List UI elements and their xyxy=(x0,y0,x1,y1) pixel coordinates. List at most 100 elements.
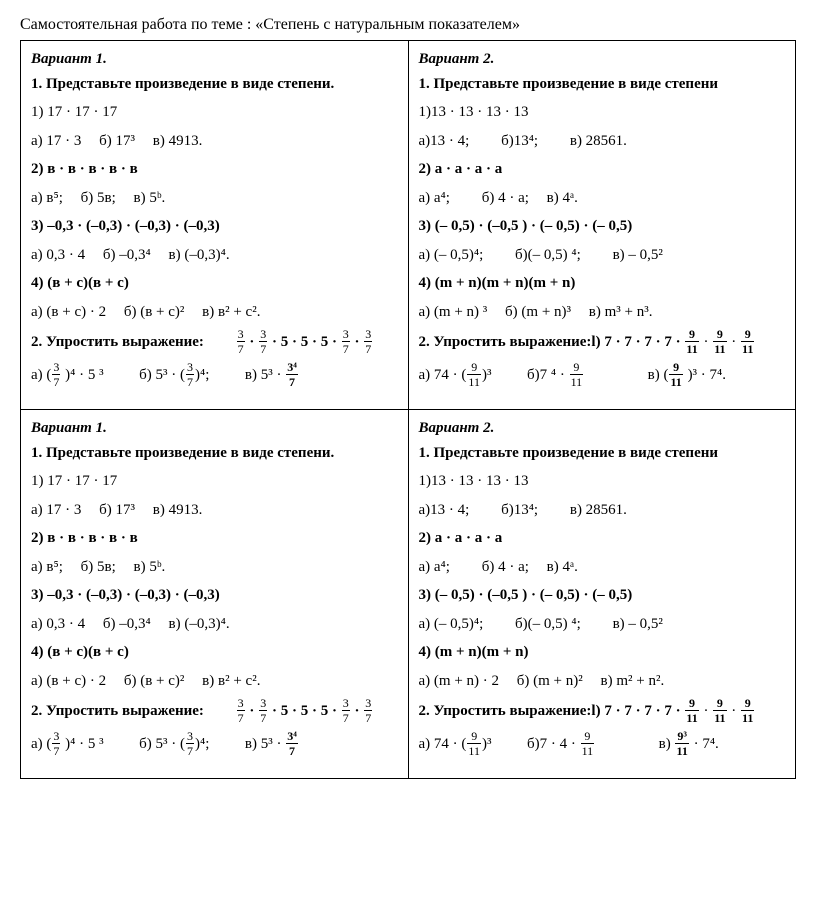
fraction-icon: 911 xyxy=(741,697,754,724)
variant-head: Вариант 1. xyxy=(31,420,398,437)
opt: а) 0,3 · 4 xyxy=(31,247,85,263)
opt: б) 17³ xyxy=(99,133,135,149)
problem-line: 3) –0,3 · (–0,3) · (–0,3) · (–0,3) xyxy=(31,584,398,607)
opt: а) xyxy=(31,367,43,383)
opt: а)13 · 4; xyxy=(419,133,470,149)
opt: б) 5в; xyxy=(81,559,116,575)
answer-line: а) (– 0,5)⁴; б)(– 0,5) ⁴; в) – 0,5² xyxy=(419,244,786,267)
task-head: 1. Представьте произведение в виде степе… xyxy=(31,445,398,462)
opt: в) 28561. xyxy=(570,133,627,149)
opt: б) (m + n)³ xyxy=(505,304,571,320)
answer-line: а) a⁴; б) 4 · a; в) 4ᵃ. xyxy=(419,187,786,210)
answer-line: а) (m + n) ³ б) (m + n)³ в) m³ + n³. xyxy=(419,301,786,324)
opt: б)7 ⁴ · xyxy=(527,367,569,383)
answer-line: а) (– 0,5)⁴; б)(– 0,5) ⁴; в) – 0,5² xyxy=(419,613,786,636)
opt: а) (в + с) · 2 xyxy=(31,673,106,689)
problem-line: 4) (m + n)(m + n) xyxy=(419,641,786,664)
fraction-icon: 37 xyxy=(186,730,194,757)
opt: в) 28561. xyxy=(570,502,627,518)
opt: в) 4913. xyxy=(153,133,203,149)
opt: а) a⁴; xyxy=(419,559,450,575)
fraction-icon: 911 xyxy=(570,361,584,388)
fraction-icon: 37 xyxy=(342,328,350,355)
task-head: 1. Представьте произведение в виде степе… xyxy=(419,76,786,93)
opt: в) – 0,5² xyxy=(613,616,663,632)
variant-head: Вариант 2. xyxy=(419,51,786,68)
fraction-icon: 911 xyxy=(669,361,682,388)
problem-line: 3) (– 0,5) · (–0,5 ) · (– 0,5) · (– 0,5) xyxy=(419,215,786,238)
opt: а) (m + n) · 2 xyxy=(419,673,500,689)
fraction-icon: 37 xyxy=(186,361,194,388)
opt-tail: · 7⁴. xyxy=(690,736,719,752)
task-head: 2. Упростить выражение: xyxy=(31,334,204,350)
opt: в) (–0,3)⁴. xyxy=(169,616,230,632)
expr: · 5 · 5 · 5 · xyxy=(272,334,341,350)
opt: б)13⁴; xyxy=(501,133,538,149)
fraction-icon: 911 xyxy=(467,361,481,388)
opt: а) 74 · ( xyxy=(419,367,467,383)
problem-line: 1)13 · 13 · 13 · 13 xyxy=(419,470,786,493)
fraction-icon: 37 xyxy=(237,328,245,355)
opt: б)(– 0,5) ⁴; xyxy=(515,616,581,632)
fraction-icon: 911 xyxy=(713,328,726,355)
opt: а) 74 · ( xyxy=(419,736,467,752)
problem-line: 4) (m + n)(m + n)(m + n) xyxy=(419,272,786,295)
opt: а) xyxy=(31,736,43,752)
fraction-icon: 37 xyxy=(259,697,267,724)
opt: в) в² + с². xyxy=(202,673,260,689)
opt-tail: )⁴ · 5 ³ xyxy=(61,367,103,383)
answer-line: а) 0,3 · 4 б) –0,3⁴ в) (–0,3)⁴. xyxy=(31,244,398,267)
problem-line: 2) в · в · в · в · в xyxy=(31,527,398,550)
opt: а) 17 · 3 xyxy=(31,502,81,518)
opt: в) 5³ · xyxy=(245,367,285,383)
cell-v2-bottom: Вариант 2. 1. Представьте произведение в… xyxy=(408,410,796,779)
problem-line: 1) 17 · 17 · 17 xyxy=(31,101,398,124)
fraction-icon: 911 xyxy=(713,697,726,724)
opt: б) –0,3⁴ xyxy=(103,247,151,263)
opt: в) в² + с². xyxy=(202,304,260,320)
problem-line: 2) в · в · в · в · в xyxy=(31,158,398,181)
answer-line: а) (m + n) · 2 б) (m + n)² в) m² + n². xyxy=(419,670,786,693)
problem-line: 1) 17 · 17 · 17 xyxy=(31,470,398,493)
answer-line: а) a⁴; б) 4 · a; в) 4ᵃ. xyxy=(419,556,786,579)
opt: в) 5³ · xyxy=(245,736,285,752)
opt: б) 17³ xyxy=(99,502,135,518)
problem-line: 4) (в + с)(в + с) xyxy=(31,272,398,295)
cell-v1-bottom: Вариант 1. 1. Представьте произведение в… xyxy=(21,410,409,779)
page-title: Самостоятельная работа по теме : «Степен… xyxy=(20,16,796,34)
opt: а) (в + с) · 2 xyxy=(31,304,106,320)
problem-line: 2) a · a · a · a xyxy=(419,527,786,550)
opt: в) ( xyxy=(648,367,669,383)
fraction-icon: 911 xyxy=(581,730,595,757)
task-head: 2. Упростить выражение:l) 7 · 7 · 7 · 7 xyxy=(419,703,672,719)
opt: б) 5в; xyxy=(81,190,116,206)
opt-tail: )³ xyxy=(482,736,492,752)
problem-line: 4) (в + с)(в + с) xyxy=(31,641,398,664)
variant-head: Вариант 1. xyxy=(31,51,398,68)
expr: · 5 · 5 · 5 · xyxy=(272,703,341,719)
opt: б) 4 · a; xyxy=(482,190,529,206)
fraction-icon: 37 xyxy=(364,697,372,724)
problem-line: 2) a · a · a · a xyxy=(419,158,786,181)
opt: в) 4ᵃ. xyxy=(547,559,578,575)
answer-line: а) 17 · 3 б) 17³ в) 4913. xyxy=(31,130,398,153)
answer-line: а) 17 · 3 б) 17³ в) 4913. xyxy=(31,499,398,522)
opt: в) 5ᵇ. xyxy=(134,559,166,575)
opt: а) в⁵; xyxy=(31,190,63,206)
task-head: 1. Представьте произведение в виде степе… xyxy=(419,445,786,462)
answer-line: а) 0,3 · 4 б) –0,3⁴ в) (–0,3)⁴. xyxy=(31,613,398,636)
opt: в) 4913. xyxy=(153,502,203,518)
task2-line: 2. Упростить выражение:l) 7 · 7 · 7 · 7 … xyxy=(419,698,786,725)
opt: б)7 · 4 · xyxy=(527,736,580,752)
fraction-icon: 37 xyxy=(52,361,60,388)
opt: б)(– 0,5) ⁴; xyxy=(515,247,581,263)
answer-line: а) в⁵; б) 5в; в) 5ᵇ. xyxy=(31,556,398,579)
opt: б) (m + n)² xyxy=(517,673,583,689)
task2-line: 2. Упростить выражение: 37 · 37 · 5 · 5 … xyxy=(31,698,398,725)
opt: а) в⁵; xyxy=(31,559,63,575)
answer-line: а) (в + с) · 2 б) (в + с)² в) в² + с². xyxy=(31,301,398,324)
fraction-icon: 911 xyxy=(741,328,754,355)
opt: б) (в + с)² xyxy=(124,673,185,689)
task-head: 1. Представьте произведение в виде степе… xyxy=(31,76,398,93)
answer-line: а) 74 · (911)³ б)7 ⁴ · 911 в) (911 )³ · … xyxy=(419,362,786,389)
